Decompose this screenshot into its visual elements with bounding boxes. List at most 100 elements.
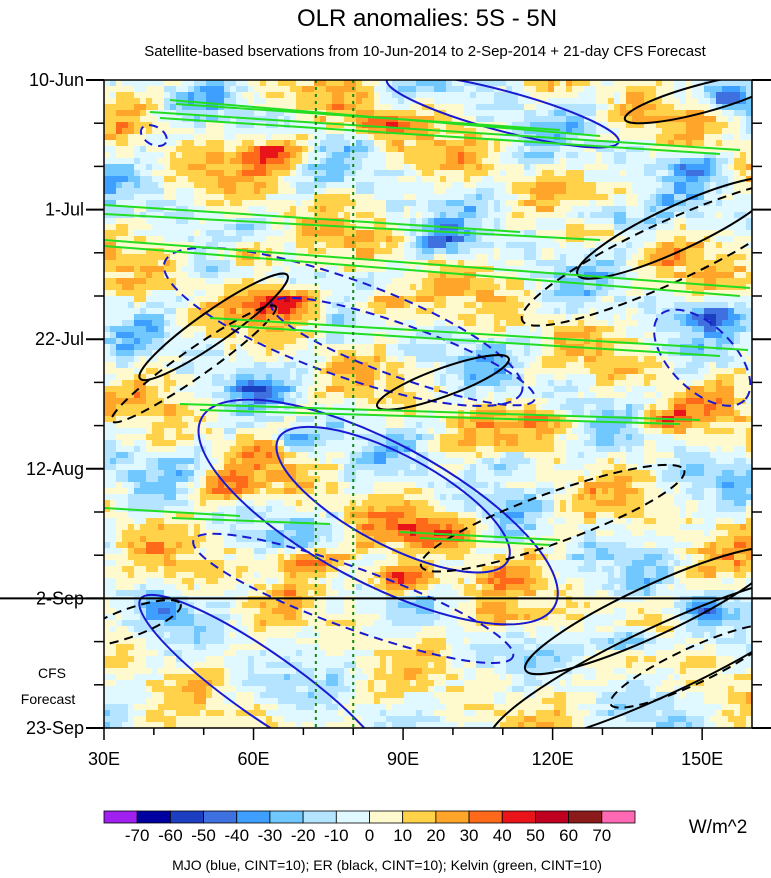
field-cell: [578, 350, 585, 357]
field-cell: [200, 254, 207, 261]
field-cell: [362, 308, 369, 315]
field-cell: [278, 200, 285, 207]
field-cell: [722, 212, 729, 219]
field-cell: [194, 158, 201, 165]
field-cell: [266, 242, 273, 249]
field-cell: [728, 200, 735, 207]
field-cell: [548, 92, 555, 99]
field-cell: [638, 260, 645, 267]
field-cell: [578, 266, 585, 273]
field-cell: [308, 158, 315, 165]
field-cell: [476, 326, 483, 333]
field-cell: [284, 242, 291, 249]
field-cell: [428, 296, 435, 303]
field-cell: [350, 200, 357, 207]
field-cell: [182, 200, 189, 207]
field-cell: [146, 98, 153, 105]
field-cell: [626, 290, 633, 297]
field-cell: [188, 188, 195, 195]
field-cell: [620, 248, 627, 255]
field-cell: [452, 344, 459, 351]
field-cell: [242, 302, 249, 309]
field-cell: [398, 194, 405, 201]
field-cell: [218, 98, 225, 105]
field-cell: [206, 260, 213, 267]
field-cell: [518, 338, 525, 345]
field-cell: [494, 260, 501, 267]
field-cell: [182, 176, 189, 183]
field-cell: [332, 206, 339, 213]
field-cell: [506, 224, 513, 231]
field-cell: [260, 92, 267, 99]
field-cell: [500, 92, 507, 99]
field-cell: [470, 164, 477, 171]
field-cell: [566, 254, 573, 261]
field-cell: [122, 104, 129, 111]
field-cell: [290, 80, 297, 87]
field-cell: [578, 176, 585, 183]
field-cell: [326, 284, 333, 291]
field-cell: [158, 200, 165, 207]
field-cell: [650, 206, 657, 213]
field-cell: [230, 236, 237, 243]
field-cell: [656, 236, 663, 243]
field-cell: [308, 116, 315, 123]
field-cell: [620, 188, 627, 195]
field-cell: [668, 266, 675, 273]
field-cell: [548, 170, 555, 177]
field-cell: [200, 218, 207, 225]
field-cell: [584, 326, 591, 333]
field-cell: [578, 332, 585, 339]
field-cell: [374, 272, 381, 279]
field-cell: [398, 98, 405, 105]
field-cell: [536, 194, 543, 201]
field-cell: [194, 296, 201, 303]
field-cell: [746, 164, 752, 171]
field-cell: [248, 146, 255, 153]
field-cell: [488, 236, 495, 243]
field-cell: [632, 212, 639, 219]
field-cell: [386, 134, 393, 141]
field-cell: [110, 266, 117, 273]
field-cell: [590, 224, 597, 231]
field-cell: [260, 260, 267, 267]
field-cell: [644, 326, 651, 333]
field-cell: [680, 200, 687, 207]
field-cell: [494, 164, 501, 171]
field-cell: [344, 176, 351, 183]
field-cell: [158, 116, 165, 123]
field-cell: [128, 224, 135, 231]
field-cell: [398, 206, 405, 213]
field-cell: [524, 122, 531, 129]
field-cell: [266, 236, 273, 243]
field-cell: [122, 296, 129, 303]
field-cell: [596, 314, 603, 321]
field-cell: [212, 176, 219, 183]
field-cell: [320, 230, 327, 237]
field-cell: [698, 224, 705, 231]
field-cell: [716, 254, 723, 261]
field-cell: [170, 284, 177, 291]
field-cell: [674, 182, 681, 189]
field-cell: [410, 122, 417, 129]
field-cell: [488, 290, 495, 297]
field-cell: [152, 320, 159, 327]
field-cell: [434, 320, 441, 327]
field-cell: [314, 146, 321, 153]
field-cell: [692, 170, 699, 177]
field-cell: [206, 206, 213, 213]
field-cell: [212, 344, 219, 351]
field-cell: [188, 248, 195, 255]
field-cell: [128, 314, 135, 321]
field-cell: [392, 260, 399, 267]
field-cell: [656, 188, 663, 195]
field-cell: [290, 98, 297, 105]
field-cell: [542, 230, 549, 237]
field-cell: [278, 98, 285, 105]
field-cell: [332, 218, 339, 225]
field-cell: [554, 200, 561, 207]
field-cell: [464, 218, 471, 225]
field-cell: [314, 140, 321, 147]
field-cell: [314, 326, 321, 333]
field-cell: [464, 182, 471, 189]
